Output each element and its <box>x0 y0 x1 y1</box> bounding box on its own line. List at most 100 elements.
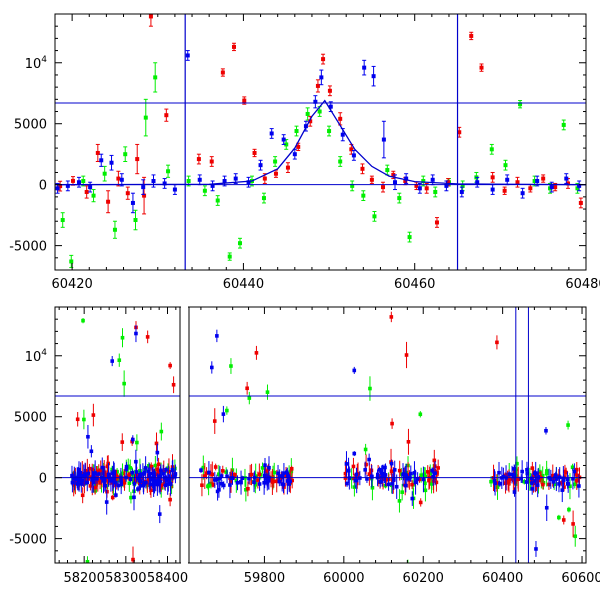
bottom-point-blue <box>141 472 145 476</box>
bottom-point-red <box>564 470 568 475</box>
top-point-green <box>143 115 148 120</box>
bottom-point-blue <box>166 476 171 481</box>
bottom-y-tick-label: 104 <box>25 348 48 365</box>
bottom-point-green <box>135 440 139 445</box>
bottom-point-blue <box>493 481 497 486</box>
bottom-point-blue <box>141 482 146 486</box>
bottom-point-red <box>80 493 85 498</box>
bottom-point-red <box>550 473 555 478</box>
bottom-point-red <box>149 464 154 469</box>
bottom-point-blue <box>549 477 553 482</box>
bottom-point-red <box>155 472 159 476</box>
bottom-x-tick-label: 60000 <box>323 571 364 586</box>
bottom-point-blue <box>544 505 549 510</box>
bottom-x-tick-label: 60400 <box>482 571 523 586</box>
top-point-green <box>421 179 426 184</box>
top-point-blue <box>535 179 540 184</box>
bottom-panel: 58200 58300 58400 59800 60000 60200 60400 60600… <box>9 306 600 586</box>
bottom-point-blue <box>286 474 290 478</box>
top-point-green <box>153 75 158 80</box>
bottom-point-green <box>272 470 277 475</box>
bottom-point-blue <box>101 478 106 483</box>
top-point-red <box>106 199 111 204</box>
bottom-y-tick-label: 5000 <box>14 411 47 426</box>
bottom-point-blue <box>377 467 382 472</box>
bottom-point-blue <box>510 472 514 477</box>
bottom-point-red <box>98 481 102 485</box>
bottom-point-blue <box>210 365 214 370</box>
bottom-point-blue <box>553 473 558 477</box>
bottom-point-blue <box>352 451 357 456</box>
bottom-point-blue <box>161 471 165 476</box>
bottom-point-red <box>256 478 260 482</box>
top-point-blue <box>258 163 263 168</box>
bottom-point-red <box>384 478 389 482</box>
bottom-point-red <box>559 481 564 485</box>
bottom-point-blue <box>136 487 140 491</box>
bottom-point-blue <box>533 479 537 483</box>
bottom-point-red <box>427 478 431 483</box>
bottom-point-blue <box>277 474 282 478</box>
top-point-green <box>261 196 266 201</box>
top-y-tick-label: 5000 <box>14 118 47 133</box>
top-point-blue <box>319 75 324 80</box>
bottom-point-blue <box>152 479 157 483</box>
bottom-x-tick-label: 58200 <box>63 571 104 586</box>
bottom-point-blue <box>157 512 162 516</box>
bottom-point-green <box>115 469 119 474</box>
top-point-blue <box>351 153 356 158</box>
bottom-point-blue <box>215 477 219 482</box>
bottom-point-red <box>200 483 204 488</box>
bottom-point-green <box>128 466 133 470</box>
bottom-point-red <box>352 476 356 481</box>
bottom-point-blue <box>110 359 115 363</box>
top-point-blue <box>577 183 582 188</box>
bottom-point-green <box>224 470 228 474</box>
bottom-point-blue <box>430 468 434 473</box>
bottom-point-green <box>541 480 546 485</box>
top-point-green <box>284 142 289 147</box>
top-point-blue <box>340 132 345 137</box>
bottom-point-blue <box>138 472 142 477</box>
bottom-point-red <box>368 472 373 476</box>
top-point-red <box>196 157 201 162</box>
top-point-green <box>575 186 580 191</box>
bottom-point-blue <box>79 482 84 486</box>
bottom-point-green <box>428 471 433 476</box>
bottom-point-red <box>274 479 279 484</box>
bottom-point-blue <box>218 476 222 481</box>
bottom-point-red <box>168 363 172 368</box>
bottom-point-green <box>260 466 265 470</box>
top-point-green <box>503 163 508 168</box>
top-point-red <box>70 178 75 183</box>
bottom-point-blue <box>431 474 436 479</box>
bottom-point-red <box>204 471 209 475</box>
bottom-point-blue <box>561 478 566 483</box>
bottom-point-blue <box>149 477 153 482</box>
bottom-point-green <box>429 482 434 486</box>
bottom-point-red <box>249 472 254 477</box>
top-point-blue <box>313 99 318 104</box>
bottom-point-blue <box>147 473 152 478</box>
bottom-point-red <box>351 464 356 469</box>
top-point-blue <box>505 177 510 182</box>
bottom-point-blue <box>577 484 581 488</box>
top-point-red <box>164 113 169 118</box>
top-point-green <box>91 193 96 198</box>
bottom-point-blue <box>280 482 284 486</box>
bottom-point-blue <box>132 481 137 486</box>
bottom-point-blue <box>530 487 534 491</box>
top-point-green <box>166 169 171 174</box>
bottom-point-red <box>246 486 250 491</box>
bottom-point-red <box>149 488 153 493</box>
bottom-point-red <box>159 483 164 488</box>
top-point-blue <box>328 104 333 109</box>
bottom-point-red <box>355 474 360 479</box>
top-point-red <box>414 183 419 188</box>
bottom-point-red <box>145 335 150 339</box>
top-point-red <box>403 179 408 184</box>
bottom-point-blue <box>97 472 101 476</box>
bottom-point-red <box>116 475 120 479</box>
top-point-red <box>381 185 386 190</box>
bottom-panel-frame <box>54 306 587 564</box>
